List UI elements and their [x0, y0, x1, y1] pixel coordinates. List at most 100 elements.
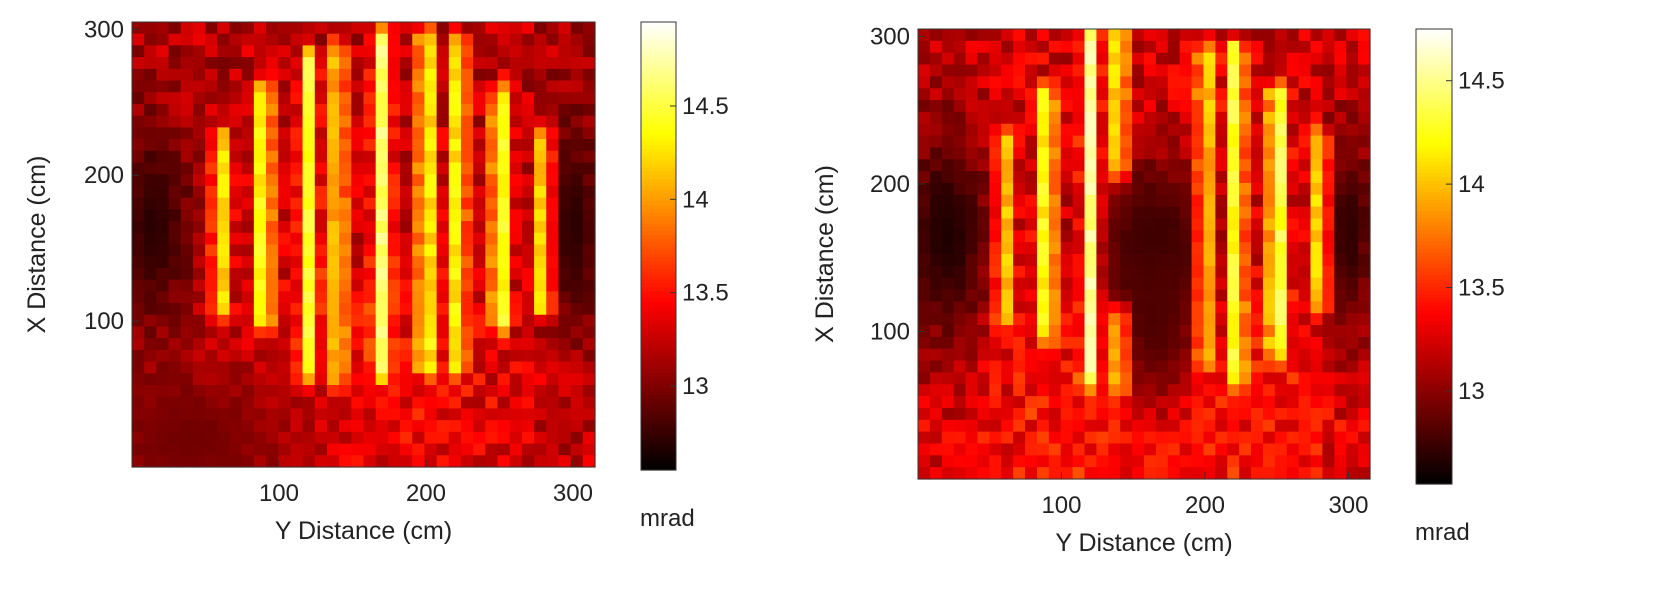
heatmap-cell: [1215, 407, 1228, 421]
heatmap-cell: [1084, 372, 1098, 385]
heatmap-cell: [1251, 135, 1264, 149]
heatmap-cell: [375, 139, 389, 152]
heatmap-cell: [460, 373, 474, 386]
colorbar-segment: [1416, 101, 1452, 106]
heatmap-cell: [363, 139, 377, 152]
heatmap-cell: [400, 420, 413, 433]
heatmap-cell: [229, 45, 243, 58]
heatmap-cell: [509, 162, 523, 175]
heatmap-cell: [424, 33, 438, 47]
heatmap-cell: [241, 209, 255, 222]
heatmap-cell: [278, 45, 291, 58]
heatmap-cell: [1310, 135, 1324, 149]
heatmap-cell: [156, 103, 170, 117]
heatmap-cell: [509, 127, 523, 140]
heatmap-cell: [1120, 254, 1133, 267]
heatmap-cell: [302, 420, 316, 433]
heatmap-cell: [1036, 396, 1050, 409]
heatmap-cell: [1013, 194, 1026, 208]
heatmap-cell: [1096, 360, 1109, 374]
heatmap-cell: [582, 267, 596, 281]
heatmap-cell: [180, 57, 194, 70]
heatmap-cell: [192, 314, 206, 328]
heatmap-cell: [558, 68, 572, 82]
heatmap-cell: [473, 267, 486, 281]
heatmap-cell: [1072, 194, 1086, 208]
heatmap-cell: [1179, 88, 1193, 101]
colorbar-segment: [641, 380, 676, 385]
heatmap-cell: [278, 232, 291, 246]
heatmap-cell: [1310, 218, 1324, 231]
heatmap-cell: [302, 209, 316, 222]
heatmap-cell: [1048, 265, 1062, 279]
heatmap-cell: [132, 45, 145, 58]
heatmap-cell: [156, 221, 170, 234]
heatmap-cell: [302, 303, 316, 316]
heatmap-cell: [1072, 289, 1086, 302]
heatmap-cell: [339, 420, 352, 433]
heatmap-cell: [132, 326, 145, 339]
heatmap-cell: [1298, 194, 1312, 208]
heatmap-cell: [1120, 384, 1133, 397]
heatmap-cell: [1334, 467, 1347, 480]
heatmap-cell: [302, 221, 316, 234]
heatmap-cell: [1286, 194, 1300, 208]
heatmap-cell: [1096, 194, 1109, 208]
heatmap-cell: [1346, 313, 1359, 326]
heatmap-cell: [205, 103, 218, 117]
heatmap-cell: [205, 139, 218, 152]
heatmap-cell: [156, 431, 170, 445]
heatmap-cell: [582, 22, 596, 35]
heatmap-cell: [941, 230, 955, 243]
heatmap-cell: [278, 68, 291, 82]
heatmap-cell: [521, 420, 535, 433]
heatmap-cell: [1084, 419, 1098, 433]
heatmap-cell: [497, 68, 511, 82]
colorbar-segment: [641, 309, 676, 314]
heatmap-cell: [953, 254, 967, 267]
heatmap-cell: [253, 103, 267, 117]
heatmap-cell: [1274, 443, 1288, 456]
heatmap-cell: [424, 326, 438, 339]
heatmap-cell: [241, 385, 255, 398]
heatmap-cell: [1239, 407, 1252, 421]
heatmap-cell: [1227, 100, 1240, 113]
heatmap-cell: [314, 443, 328, 456]
heatmap-cell: [546, 408, 560, 421]
heatmap-cell: [339, 45, 352, 58]
heatmap-cell: [278, 150, 291, 164]
heatmap-cell: [132, 361, 145, 374]
heatmap-cell: [302, 279, 316, 292]
heatmap-cell: [168, 33, 182, 47]
heatmap-cell: [558, 267, 572, 281]
heatmap-cell: [1239, 135, 1252, 149]
heatmap-cell: [521, 385, 535, 398]
heatmap-cell: [412, 267, 426, 281]
colorbar-segment: [641, 466, 676, 471]
heatmap-cell: [1191, 111, 1205, 125]
heatmap-cell: [1274, 52, 1288, 66]
heatmap-cell: [326, 244, 340, 257]
colorbar-segment: [641, 81, 676, 87]
colorbar-segment: [1416, 396, 1452, 402]
heatmap-cell: [1358, 455, 1371, 468]
heatmap-cell: [1251, 467, 1264, 480]
heatmap-cell: [241, 197, 255, 210]
colorbar-segment: [1416, 78, 1452, 83]
heatmap-cell: [546, 45, 560, 58]
heatmap-cell: [375, 349, 389, 363]
heatmap-cell: [1132, 182, 1145, 196]
heatmap-cell: [1084, 336, 1098, 350]
heatmap-cell: [1358, 111, 1371, 125]
heatmap-cell: [953, 171, 967, 184]
heatmap-cell: [1155, 455, 1169, 468]
heatmap-cell: [156, 385, 170, 398]
heatmap-cell: [387, 385, 401, 398]
heatmap-cell: [534, 162, 547, 175]
heatmap-cell: [180, 408, 194, 421]
heatmap-cell: [326, 22, 340, 35]
heatmap-cell: [570, 349, 584, 363]
heatmap-cell: [1025, 29, 1038, 42]
heatmap-cell: [1036, 301, 1050, 314]
